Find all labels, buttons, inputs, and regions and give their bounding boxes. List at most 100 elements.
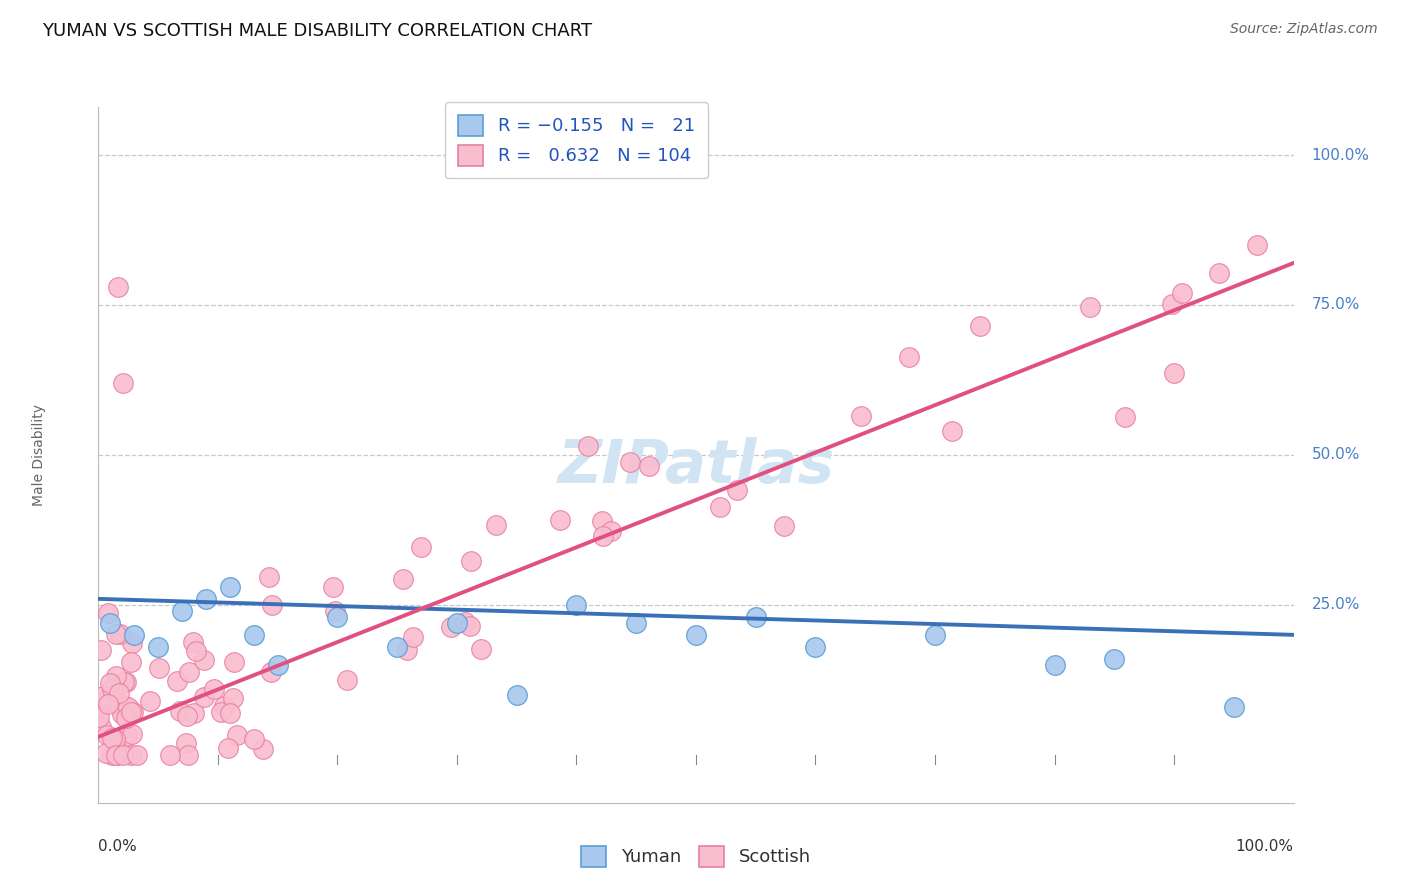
Point: [90, 698, 112, 713]
Point: [221, 690, 243, 705]
Point: [112, 675, 135, 690]
Point: [139, 693, 162, 707]
Point: [592, 529, 614, 543]
Point: [1114, 410, 1136, 425]
Point: [115, 729, 138, 743]
Point: [217, 741, 239, 756]
Point: [470, 641, 492, 656]
Point: [745, 610, 768, 624]
Point: [804, 640, 827, 654]
Text: YUMAN VS SCOTTISH MALE DISABILITY CORRELATION CHART: YUMAN VS SCOTTISH MALE DISABILITY CORREL…: [42, 22, 592, 40]
Text: 100.0%: 100.0%: [1236, 838, 1294, 854]
Point: [385, 640, 409, 654]
Point: [440, 620, 463, 634]
Point: [176, 709, 198, 723]
Point: [591, 514, 613, 528]
Text: 100.0%: 100.0%: [1312, 147, 1369, 162]
Point: [97, 606, 120, 620]
Point: [184, 644, 207, 658]
Point: [105, 743, 128, 757]
Point: [1078, 300, 1101, 314]
Point: [101, 747, 124, 762]
Point: [336, 673, 359, 688]
Point: [392, 572, 415, 586]
Point: [485, 518, 508, 533]
Point: [91, 689, 114, 703]
Point: [1161, 297, 1184, 311]
Point: [941, 424, 963, 438]
Point: [725, 483, 748, 498]
Point: [969, 318, 991, 333]
Point: [125, 747, 148, 762]
Point: [243, 732, 266, 747]
Point: [177, 665, 200, 679]
Point: [506, 688, 529, 702]
Point: [124, 628, 146, 642]
Point: [624, 615, 647, 630]
Point: [94, 746, 117, 760]
Point: [252, 742, 274, 756]
Point: [260, 665, 283, 679]
Point: [402, 630, 425, 644]
Point: [267, 657, 290, 672]
Point: [90, 643, 112, 657]
Point: [773, 518, 796, 533]
Point: [100, 682, 122, 697]
Point: [226, 728, 249, 742]
Point: [105, 747, 128, 762]
Point: [1222, 699, 1246, 714]
Point: [177, 747, 200, 762]
Text: 25.0%: 25.0%: [1312, 598, 1360, 613]
Point: [105, 627, 128, 641]
Text: 0.0%: 0.0%: [98, 838, 138, 854]
Point: [98, 615, 122, 630]
Point: [395, 643, 418, 657]
Point: [121, 726, 143, 740]
Point: [94, 691, 117, 706]
Point: [89, 710, 111, 724]
Point: [619, 455, 641, 469]
Point: [1102, 652, 1125, 666]
Point: [262, 599, 284, 613]
Point: [924, 628, 946, 642]
Point: [1246, 238, 1268, 252]
Point: [90, 719, 112, 733]
Point: [460, 619, 482, 633]
Point: [117, 700, 139, 714]
Point: [257, 569, 280, 583]
Point: [148, 661, 170, 675]
Point: [120, 747, 142, 762]
Point: [446, 615, 468, 630]
Point: [548, 512, 571, 526]
Point: [100, 731, 122, 746]
Point: [214, 698, 236, 713]
Point: [107, 280, 129, 294]
Point: [460, 554, 482, 568]
Point: [599, 524, 621, 538]
Point: [1208, 266, 1230, 280]
Point: [104, 747, 127, 762]
Point: [1163, 366, 1185, 380]
Text: ZIPatlas: ZIPatlas: [557, 437, 835, 497]
Point: [576, 439, 599, 453]
Point: [323, 603, 346, 617]
Point: [326, 610, 349, 624]
Point: [169, 704, 191, 718]
Text: 75.0%: 75.0%: [1312, 297, 1360, 312]
Point: [115, 711, 138, 725]
Point: [851, 409, 873, 423]
Point: [104, 731, 127, 746]
Point: [222, 656, 245, 670]
Point: [898, 350, 921, 364]
Point: [114, 698, 136, 713]
Point: [108, 686, 131, 700]
Point: [194, 591, 217, 606]
Point: [97, 697, 120, 711]
Point: [103, 685, 125, 699]
Point: [411, 540, 433, 554]
Point: [183, 706, 205, 720]
Point: [219, 580, 242, 594]
Text: Source: ZipAtlas.com: Source: ZipAtlas.com: [1230, 22, 1378, 37]
Point: [120, 655, 142, 669]
Point: [98, 676, 121, 690]
